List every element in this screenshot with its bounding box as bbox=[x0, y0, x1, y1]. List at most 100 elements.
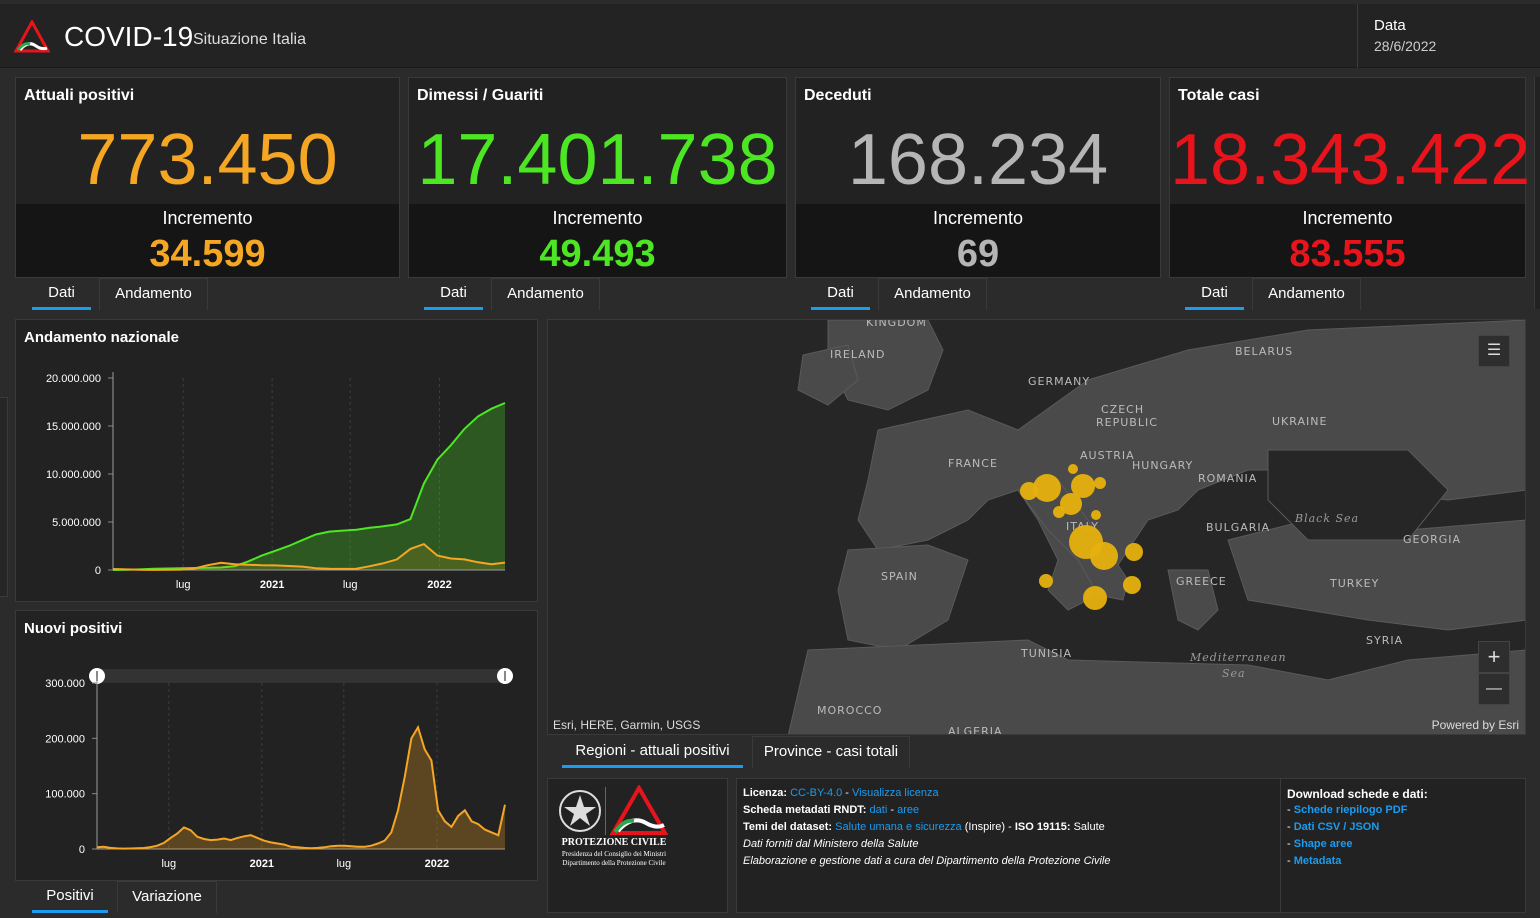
stat-panel-attuali-positivi: Attuali positivi 773.450 Incremento 34.5… bbox=[15, 77, 400, 278]
dash: - bbox=[1287, 838, 1294, 850]
y-tick-label: 10.000.000 bbox=[46, 469, 101, 481]
stat-panel-dimessi-guariti: Dimessi / Guariti 17.401.738 Incremento … bbox=[408, 77, 787, 278]
series-line bbox=[96, 724, 506, 850]
metadata-line: Scheda metadati RNDT: dati - aree bbox=[743, 804, 919, 816]
metadata-dati-link[interactable]: dati bbox=[869, 804, 888, 816]
nuovi-positivi-chart: 300.000 200.000 100.000 0 lug 2021 lug 2022 bbox=[45, 668, 513, 870]
stat-title: Dimessi / Guariti bbox=[417, 87, 544, 104]
range-slider-track[interactable] bbox=[97, 669, 505, 683]
dash: - bbox=[1287, 804, 1294, 816]
map-label: TURKEY bbox=[1329, 577, 1379, 590]
map-label: ALGERIA bbox=[948, 725, 1003, 735]
side-collapse-handle[interactable] bbox=[0, 397, 8, 597]
map-label: GERMANY bbox=[1028, 375, 1090, 388]
map-sea-label: Sea bbox=[1222, 667, 1246, 680]
pc-line2: Dipartimento della Protezione Civile bbox=[562, 859, 666, 867]
region-bubble bbox=[1123, 576, 1141, 594]
increment-box: Incremento 69 bbox=[796, 204, 1160, 277]
increment-label: Incremento bbox=[162, 208, 253, 228]
iso-label: ISO 19115: bbox=[1014, 821, 1071, 833]
tab-andamento[interactable]: Andamento bbox=[1252, 278, 1361, 310]
separator: - bbox=[887, 804, 898, 816]
themes-line: Temi del dataset: Salute umana e sicurez… bbox=[743, 821, 1105, 833]
download-shape-link[interactable]: Shape aree bbox=[1293, 838, 1353, 850]
x-tick-label: 2022 bbox=[427, 579, 451, 591]
map-canvas[interactable]: KINGDOM IRELAND GERMANY BELARUS CZECH RE… bbox=[548, 320, 1526, 735]
series-area bbox=[97, 727, 505, 849]
dash: - bbox=[1287, 821, 1294, 833]
tab-variazione[interactable]: Variazione bbox=[117, 881, 217, 913]
license-panel: Licenza: CC-BY-4.0 - Visualizza licenza … bbox=[736, 778, 1281, 913]
tab-andamento[interactable]: Andamento bbox=[99, 278, 208, 310]
tab-andamento[interactable]: Andamento bbox=[491, 278, 600, 310]
themes-link[interactable]: Salute umana e sicurezza bbox=[835, 821, 962, 833]
powered-by-esri[interactable]: Powered by Esri bbox=[1431, 718, 1519, 732]
map-attribution: Esri, HERE, Garmin, USGS bbox=[553, 718, 701, 732]
tab-positivi[interactable]: Positivi bbox=[32, 881, 108, 913]
series-area bbox=[113, 544, 505, 570]
download-csv-link[interactable]: Dati CSV / JSON bbox=[1293, 821, 1380, 833]
logos-panel: PROTEZIONE CIVILE Presidenza del Consigl… bbox=[547, 778, 728, 913]
y-tick-label: 20.000.000 bbox=[46, 373, 101, 385]
download-item: - Shape aree bbox=[1287, 838, 1352, 850]
region-bubble bbox=[1068, 464, 1078, 474]
series-line bbox=[112, 402, 506, 571]
region-bubble bbox=[1039, 574, 1053, 588]
tab-andamento[interactable]: Andamento bbox=[878, 278, 987, 310]
source-text: Dati forniti dal Ministero della Salute bbox=[743, 838, 919, 850]
map-panel[interactable]: KINGDOM IRELAND GERMANY BELARUS CZECH RE… bbox=[547, 319, 1526, 735]
date-label: Data bbox=[1374, 17, 1406, 34]
map-label: AUSTRIA bbox=[1080, 449, 1135, 462]
increment-box: Incremento 83.555 bbox=[1170, 204, 1525, 277]
tab-regioni-attuali-positivi[interactable]: Regioni - attuali positivi bbox=[562, 736, 743, 768]
stat-title: Deceduti bbox=[804, 87, 872, 104]
license-line: Licenza: CC-BY-4.0 - Visualizza licenza bbox=[743, 787, 939, 799]
region-bubble bbox=[1020, 482, 1038, 500]
increment-value: 34.599 bbox=[149, 233, 266, 275]
zoom-in-button[interactable]: + bbox=[1478, 641, 1510, 673]
metadata-aree-link[interactable]: aree bbox=[897, 804, 920, 816]
x-tick-label: lug bbox=[176, 579, 191, 591]
region-bubbles bbox=[1020, 464, 1143, 610]
tab-dati[interactable]: Dati bbox=[811, 278, 870, 310]
region-bubble bbox=[1090, 542, 1118, 570]
increment-label: Incremento bbox=[1302, 208, 1393, 228]
separator: - bbox=[842, 787, 853, 799]
map-sea-label: Black Sea bbox=[1294, 512, 1359, 525]
edge-panel bbox=[1534, 77, 1540, 309]
themes-label: Temi del dataset: bbox=[743, 821, 833, 833]
increment-label: Incremento bbox=[932, 208, 1024, 228]
dash: - bbox=[1287, 855, 1294, 867]
chart-panel-nuovi-positivi: Nuovi positivi 300.000 200.000 100.000 0 lug… bbox=[15, 610, 538, 881]
tab-dati[interactable]: Dati bbox=[424, 278, 483, 310]
tab-dati[interactable]: Dati bbox=[1185, 278, 1244, 310]
map-label: SPAIN bbox=[881, 570, 918, 583]
y-tick-label: 0 bbox=[95, 565, 101, 577]
view-license-link[interactable]: Visualizza licenza bbox=[852, 787, 939, 799]
region-bubble bbox=[1083, 586, 1107, 610]
increment-value: 49.493 bbox=[539, 233, 656, 275]
map-label: MOROCCO bbox=[817, 704, 882, 717]
region-bubble bbox=[1071, 474, 1095, 498]
download-pdf-link[interactable]: Schede riepilogo PDF bbox=[1293, 804, 1408, 816]
increment-value: 69 bbox=[956, 233, 1000, 275]
tab-dati[interactable]: Dati bbox=[32, 278, 91, 310]
chart-title: Andamento nazionale bbox=[24, 329, 180, 346]
license-link[interactable]: CC-BY-4.0 bbox=[790, 787, 843, 799]
legend-list-icon[interactable]: ☰ bbox=[1478, 335, 1510, 367]
download-metadata-link[interactable]: Metadata bbox=[1293, 855, 1342, 867]
stat-title: Totale casi bbox=[1178, 87, 1260, 104]
date-value: 28/6/2022 bbox=[1374, 38, 1437, 54]
header-bar: COVID-19 Situazione Italia Data 28/6/202… bbox=[0, 4, 1540, 68]
y-tick-label: 200.000 bbox=[45, 733, 85, 745]
region-bubble bbox=[1033, 474, 1061, 502]
tab-province-casi-totali[interactable]: Province - casi totali bbox=[752, 736, 910, 768]
chart-panel-andamento-nazionale: Andamento nazionale 20.000.000 15.000.000… bbox=[15, 319, 538, 602]
republic-emblem-icon bbox=[559, 790, 601, 832]
increment-box: Incremento 34.599 bbox=[16, 204, 399, 277]
zoom-out-button[interactable]: — bbox=[1478, 673, 1510, 705]
source-line: Dati forniti dal Ministero della Salute bbox=[743, 838, 918, 850]
map-label: GREECE bbox=[1176, 575, 1227, 588]
app-title: COVID-19 bbox=[64, 21, 194, 52]
